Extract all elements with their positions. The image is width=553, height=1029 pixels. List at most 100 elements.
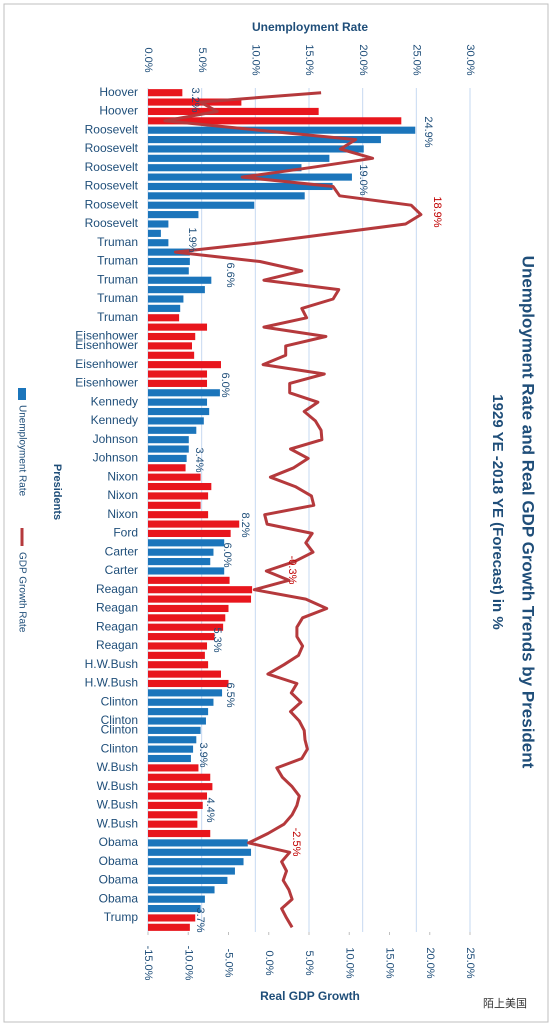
- bar: [148, 923, 190, 931]
- category-label: Johnson: [93, 432, 138, 446]
- category-label: Obama: [99, 891, 139, 905]
- top-tick-label: 15.0%: [303, 44, 315, 75]
- bar: [148, 651, 205, 659]
- category-label: W.Bush: [97, 779, 138, 793]
- bar: [148, 567, 225, 575]
- bar: [148, 276, 212, 284]
- bar: [148, 876, 228, 884]
- bar: [148, 623, 224, 631]
- category-label: Nixon: [107, 507, 138, 521]
- legend-label: GDP Growth Rate: [16, 552, 27, 633]
- bar: [148, 642, 208, 650]
- category-label: Truman: [97, 254, 138, 268]
- bar: [148, 136, 381, 144]
- bar: [148, 332, 196, 341]
- top-tick-label: 0.0%: [142, 47, 154, 72]
- bar: [148, 586, 253, 594]
- bar: [148, 417, 204, 425]
- annotation: 6.0%: [219, 372, 231, 397]
- bar: [148, 192, 305, 200]
- annotation: 3.2%: [189, 87, 201, 112]
- annotation: 3.4%: [193, 447, 205, 472]
- bar: [148, 398, 208, 406]
- bar: [148, 107, 319, 116]
- bar: [148, 267, 189, 275]
- annotation: 24.9%: [422, 116, 434, 147]
- bar: [148, 182, 333, 191]
- top-tick-label: 30.0%: [464, 44, 476, 75]
- bar: [148, 145, 364, 153]
- bar: [148, 286, 205, 294]
- bar: [148, 436, 189, 444]
- category-label: Eisenhower: [75, 329, 138, 343]
- annotation: 18.9%: [431, 196, 443, 227]
- bar: [148, 529, 231, 538]
- annotation: 6.0%: [221, 542, 233, 567]
- bar: [148, 351, 195, 359]
- chart-subtitle: 1929 YE -2018 YE (Forecast) in %: [489, 394, 506, 629]
- bar: [148, 304, 181, 312]
- bar: [148, 407, 210, 416]
- bar: [148, 717, 206, 725]
- category-label: Roosevelt: [85, 179, 139, 193]
- category-label: Clinton: [101, 741, 138, 755]
- annotation: 4.4%: [204, 797, 216, 822]
- category-label: Reagan: [96, 638, 138, 652]
- watermark: 陌上美国: [483, 997, 527, 1010]
- category-label: Reagan: [96, 582, 138, 596]
- category-label: Reagan: [96, 601, 138, 615]
- legend-swatch: [18, 388, 26, 400]
- bar: [148, 492, 209, 500]
- bar: [148, 117, 402, 125]
- category-label: Roosevelt: [85, 141, 139, 155]
- category-label: Obama: [99, 873, 139, 887]
- category-label: Roosevelt: [85, 122, 139, 136]
- bar: [148, 445, 189, 453]
- bar: [148, 754, 191, 763]
- bar: [148, 361, 221, 369]
- bar: [148, 501, 201, 509]
- annotation: 3.7%: [194, 907, 206, 932]
- category-label: Obama: [99, 835, 139, 849]
- annotation: 19.0%: [357, 164, 369, 195]
- bar: [148, 89, 183, 97]
- top-axis-title: Unemployment Rate: [252, 20, 368, 34]
- bar: [148, 154, 330, 162]
- category-label: W.Bush: [97, 798, 138, 812]
- bar: [148, 811, 198, 819]
- bar: [148, 482, 212, 491]
- bar: [148, 229, 161, 237]
- bar: [148, 904, 201, 913]
- bar: [148, 539, 225, 547]
- bottom-tick-label: 10.0%: [343, 947, 355, 978]
- bar: [148, 633, 215, 641]
- bar: [148, 839, 248, 847]
- category-label: Roosevelt: [85, 160, 139, 174]
- category-label: Clinton: [101, 713, 138, 727]
- category-label: Trump: [104, 910, 139, 924]
- bar: [148, 858, 244, 866]
- bar: [148, 595, 252, 603]
- bar: [148, 257, 190, 266]
- bottom-tick-label: 20.0%: [424, 947, 436, 978]
- bar: [148, 126, 416, 134]
- bar: [148, 886, 215, 894]
- bar: [148, 914, 196, 922]
- bar: [148, 783, 213, 791]
- bar: [148, 708, 209, 716]
- category-label: Truman: [97, 291, 138, 305]
- category-label: Nixon: [107, 469, 138, 483]
- bar: [148, 689, 223, 697]
- category-label: Reagan: [96, 619, 138, 633]
- bar: [148, 314, 180, 322]
- category-label: Truman: [97, 272, 138, 286]
- bar: [148, 698, 214, 706]
- chart-frame: [3, 3, 549, 1023]
- bar: [148, 239, 169, 247]
- annotation: 3.9%: [197, 742, 209, 767]
- bar: [148, 661, 209, 669]
- chart-title: Unemployment Rate and Real GDP Growth Tr…: [519, 256, 538, 769]
- bar: [148, 370, 208, 378]
- category-label: Truman: [97, 310, 138, 324]
- bar: [148, 745, 194, 753]
